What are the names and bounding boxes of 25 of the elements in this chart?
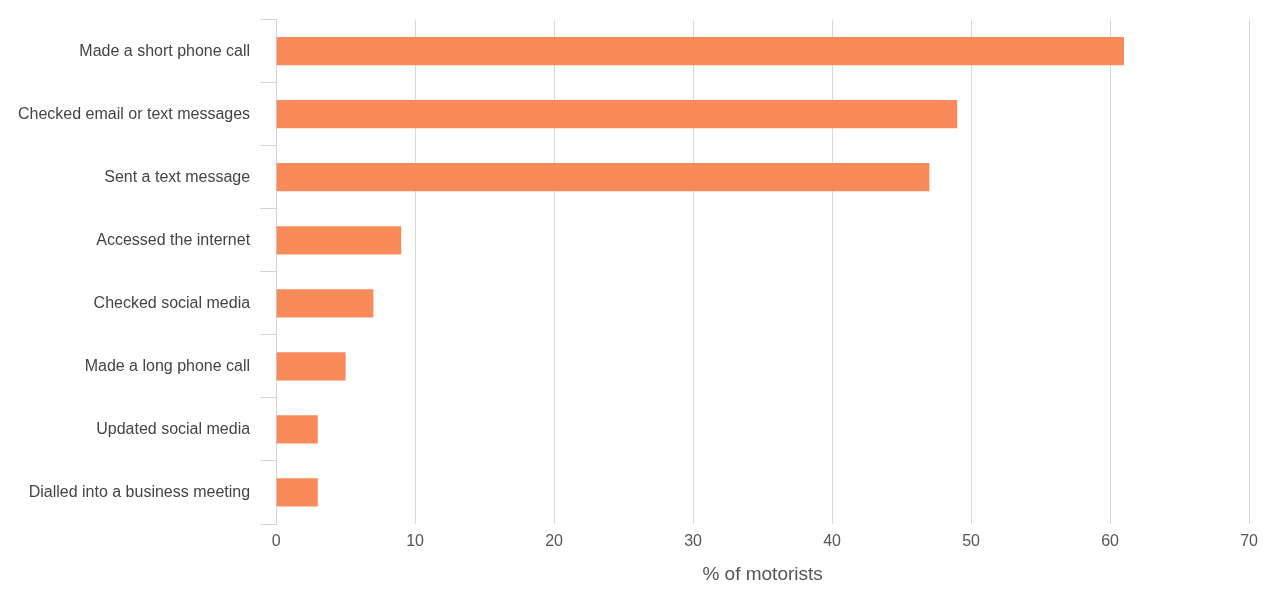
y-tick-label: Sent a text message <box>104 167 251 185</box>
x-tick-label: 30 <box>684 532 703 550</box>
x-tick-label: 0 <box>271 532 281 550</box>
y-tick-label: Updated social media <box>96 419 251 437</box>
y-tick-label: Checked social media <box>93 293 251 311</box>
bar <box>276 163 930 192</box>
x-tick-label: 50 <box>962 532 981 550</box>
x-tick-label: 20 <box>545 532 564 550</box>
y-tick-label: Made a long phone call <box>84 356 251 374</box>
y-tick-label: Dialled into a business meeting <box>28 482 251 500</box>
bar <box>276 415 318 444</box>
x-tick-label: 10 <box>406 532 425 550</box>
bar <box>276 289 374 318</box>
bar <box>276 352 346 381</box>
bar <box>276 100 958 129</box>
bar <box>276 478 318 507</box>
y-tick-label: Checked email or text messages <box>17 104 251 122</box>
y-tick-label: Made a short phone call <box>79 41 251 59</box>
y-tick-label: Accessed the internet <box>96 230 251 248</box>
x-tick-label: 70 <box>1240 532 1259 550</box>
x-axis-title: % of motorists <box>702 562 823 584</box>
bar <box>276 37 1124 66</box>
x-tick-label: 60 <box>1101 532 1120 550</box>
x-tick-label: 40 <box>823 532 842 550</box>
bar <box>276 226 402 255</box>
